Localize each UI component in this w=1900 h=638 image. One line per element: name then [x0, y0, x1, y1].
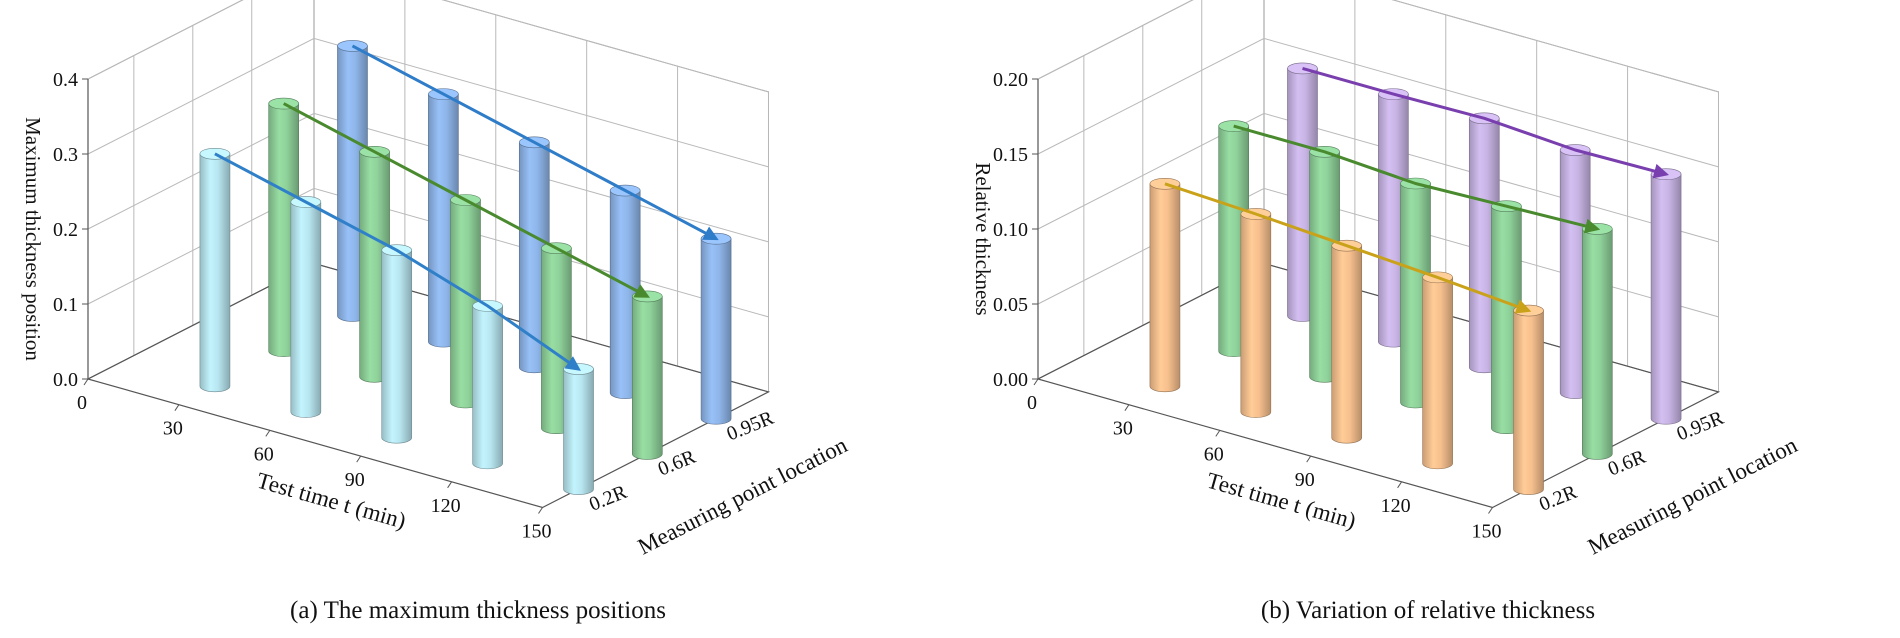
caption: (a) The maximum thickness positions — [290, 597, 666, 624]
trend-line-0.2R — [214, 152, 581, 371]
y-tick-label: 0.10 — [993, 219, 1028, 241]
bar-body — [290, 201, 322, 418]
x-tick-mark — [1215, 430, 1221, 437]
x-tick-label: 120 — [1381, 495, 1411, 517]
x-tick-label: 60 — [254, 443, 274, 465]
y-tick-label: 0.15 — [993, 144, 1028, 166]
bar-0.2R-t120 — [472, 300, 503, 470]
bar-0.2R-t150 — [1513, 304, 1544, 495]
y-tick-label: 0.00 — [993, 369, 1028, 391]
trend-line-0.6R — [282, 102, 650, 298]
x-tick-label: 90 — [1295, 469, 1315, 491]
x-tick-mark — [265, 430, 271, 437]
z-tick-label: 0.95R — [1674, 407, 1728, 446]
bar-body — [381, 249, 413, 444]
x-tick-label: 150 — [522, 521, 552, 543]
gridline-y — [87, 0, 769, 93]
bar-0.2R-t60 — [290, 196, 322, 418]
x-tick-label: 0 — [1027, 392, 1037, 414]
bar-0.2R-t120 — [1422, 271, 1453, 470]
x-tick-mark — [538, 507, 543, 514]
y-tick-label: 0.3 — [53, 144, 78, 166]
x-tick-label: 30 — [163, 418, 183, 440]
chart-a: 0.00.10.20.30.403060901201500.2R0.6R0.95… — [21, 0, 852, 624]
y-tick-label: 0.20 — [993, 69, 1028, 91]
x-tick-label: 30 — [1113, 418, 1133, 440]
x-tick-mark — [83, 378, 89, 386]
z-axis-title: Measuring point location — [634, 432, 852, 559]
bar-body — [1582, 228, 1613, 460]
trend-line-0.95R — [351, 44, 719, 241]
bar-0.2R-t150 — [563, 363, 594, 495]
bar-body — [472, 305, 503, 470]
y-axis-title: Relative thickness — [971, 162, 995, 315]
x-tick-label: 60 — [1204, 443, 1224, 465]
bar-body — [700, 238, 732, 425]
z-tick-label: 0.95R — [724, 407, 778, 446]
bar-cap — [563, 363, 594, 375]
x-tick-label: 150 — [1472, 521, 1502, 543]
y-tick-label: 0.1 — [53, 294, 78, 316]
x-tick-mark — [356, 455, 362, 463]
x-tick-mark — [174, 404, 180, 411]
x-tick-mark — [1033, 378, 1039, 386]
x-tick-label: 90 — [345, 469, 365, 491]
y-tick-label: 0.2 — [53, 219, 78, 241]
bar-body — [632, 296, 663, 460]
x-tick-mark — [447, 481, 453, 489]
bar-body — [1513, 310, 1544, 495]
x-tick-mark — [1306, 455, 1312, 463]
bar-body — [1650, 173, 1682, 425]
bar-body — [563, 368, 594, 495]
gridline-y — [1037, 0, 1719, 93]
bar-0.2R-t90 — [381, 244, 413, 444]
x-axis-title: Test time t (min) — [254, 468, 409, 534]
y-tick-label: 0.0 — [53, 369, 78, 391]
chart-b: 0.000.050.100.150.2003060901201500.2R0.6… — [971, 0, 1802, 624]
bar-0.6R-t150 — [631, 290, 663, 460]
trend-line-0.95R — [1302, 66, 1669, 179]
bar-body — [1422, 277, 1453, 470]
x-tick-mark — [1488, 507, 1493, 514]
x-tick-label: 120 — [431, 495, 461, 517]
trend-line-0.2R — [1164, 182, 1532, 314]
y-axis-title: Maximum thickness position — [21, 117, 45, 361]
z-axis-title: Measuring point location — [1584, 432, 1802, 559]
x-tick-label: 0 — [77, 392, 87, 414]
trend-line-0.6R — [1233, 124, 1601, 234]
floor — [86, 262, 771, 509]
x-tick-mark — [1124, 404, 1130, 411]
bar-body — [1331, 245, 1363, 444]
bar-body — [199, 153, 231, 393]
bar-body — [1240, 213, 1272, 418]
x-tick-mark — [1397, 481, 1403, 489]
caption: (b) Variation of relative thickness — [1261, 597, 1595, 624]
bar-body — [1149, 183, 1181, 393]
bar-0.2R-t90 — [1331, 239, 1363, 444]
bar-0.2R-t30 — [1149, 177, 1181, 393]
floor — [1036, 262, 1721, 509]
x-axis-title: Test time t (min) — [1204, 468, 1359, 534]
bar-0.6R-t150 — [1581, 223, 1613, 460]
gridline-y — [87, 37, 769, 168]
bar-0.2R-t60 — [1240, 208, 1272, 418]
bar-0.95R-t150 — [700, 232, 732, 425]
y-tick-label: 0.05 — [993, 294, 1028, 316]
bar-0.2R-t30 — [199, 147, 231, 393]
bar-0.95R-t150 — [1650, 168, 1682, 425]
gridline-y — [1037, 37, 1719, 168]
y-tick-label: 0.4 — [53, 69, 78, 91]
